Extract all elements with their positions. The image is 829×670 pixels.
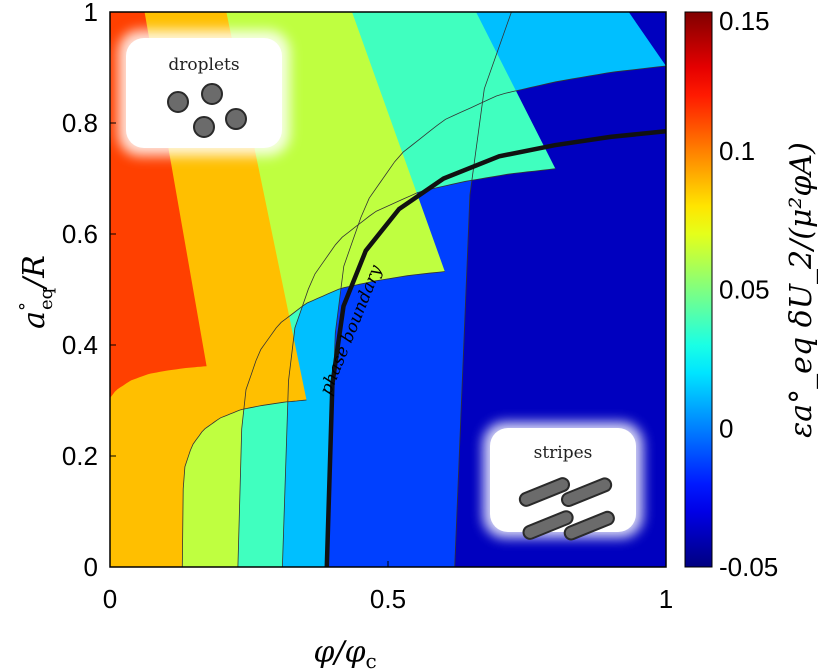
y-tick-label: 0.4 (62, 330, 98, 360)
y-axis-ticks: 0 0.2 0.4 0.6 0.8 1 (62, 0, 116, 582)
x-axis-title: φ/φc (313, 635, 376, 670)
stripes-label: stripes (534, 443, 593, 463)
y-tick-label: 0 (84, 552, 98, 582)
droplets-inset: droplets (118, 30, 290, 156)
y-tick-label: 0.6 (62, 219, 98, 249)
contour-line (282, 168, 556, 567)
contour-line (326, 65, 666, 567)
colorbar-tick-label: 0.15 (719, 6, 770, 36)
phase-boundary-curve (324, 129, 666, 567)
stripe-glyph (522, 510, 574, 540)
droplet-glyph (193, 116, 215, 138)
x-axis-ticks: 0 0.5 1 (103, 561, 673, 614)
colorbar-tick-label: -0.05 (719, 552, 778, 582)
droplet-glyph (167, 91, 189, 113)
colorbar-tick-label: 0.1 (719, 136, 755, 166)
stripe-glyph (563, 510, 615, 541)
y-tick-label: 0.8 (62, 108, 98, 138)
x-tick-label: 0 (103, 584, 117, 614)
contour-band (0, 0, 49, 500)
contour-lines (181, 12, 666, 567)
stripes-inset: stripes (483, 422, 643, 541)
colorbar-title: εa°_eq δU_2/(μ²φA) (784, 142, 819, 438)
y-tick-label: 0.2 (62, 441, 98, 471)
x-tick-label: 0.5 (370, 584, 406, 614)
colorbar-tick-label: 0.05 (719, 275, 770, 305)
stripe-glyph (561, 477, 613, 508)
colorbar (684, 11, 713, 568)
colorbar-tick-label: 0 (719, 413, 733, 443)
colorbar-ticks: 0.15 0.1 0.05 0 -0.05 (719, 6, 778, 582)
x-tick-label: 1 (659, 584, 673, 614)
y-tick-label: 1 (84, 0, 98, 27)
droplet-glyph (225, 108, 247, 130)
droplet-glyph (201, 83, 223, 105)
contour-line (181, 399, 307, 567)
stripe-glyph (518, 477, 571, 507)
y-axis-title: a°eq/R (16, 255, 57, 329)
droplets-label: droplets (168, 55, 239, 75)
contour-line (237, 271, 445, 567)
